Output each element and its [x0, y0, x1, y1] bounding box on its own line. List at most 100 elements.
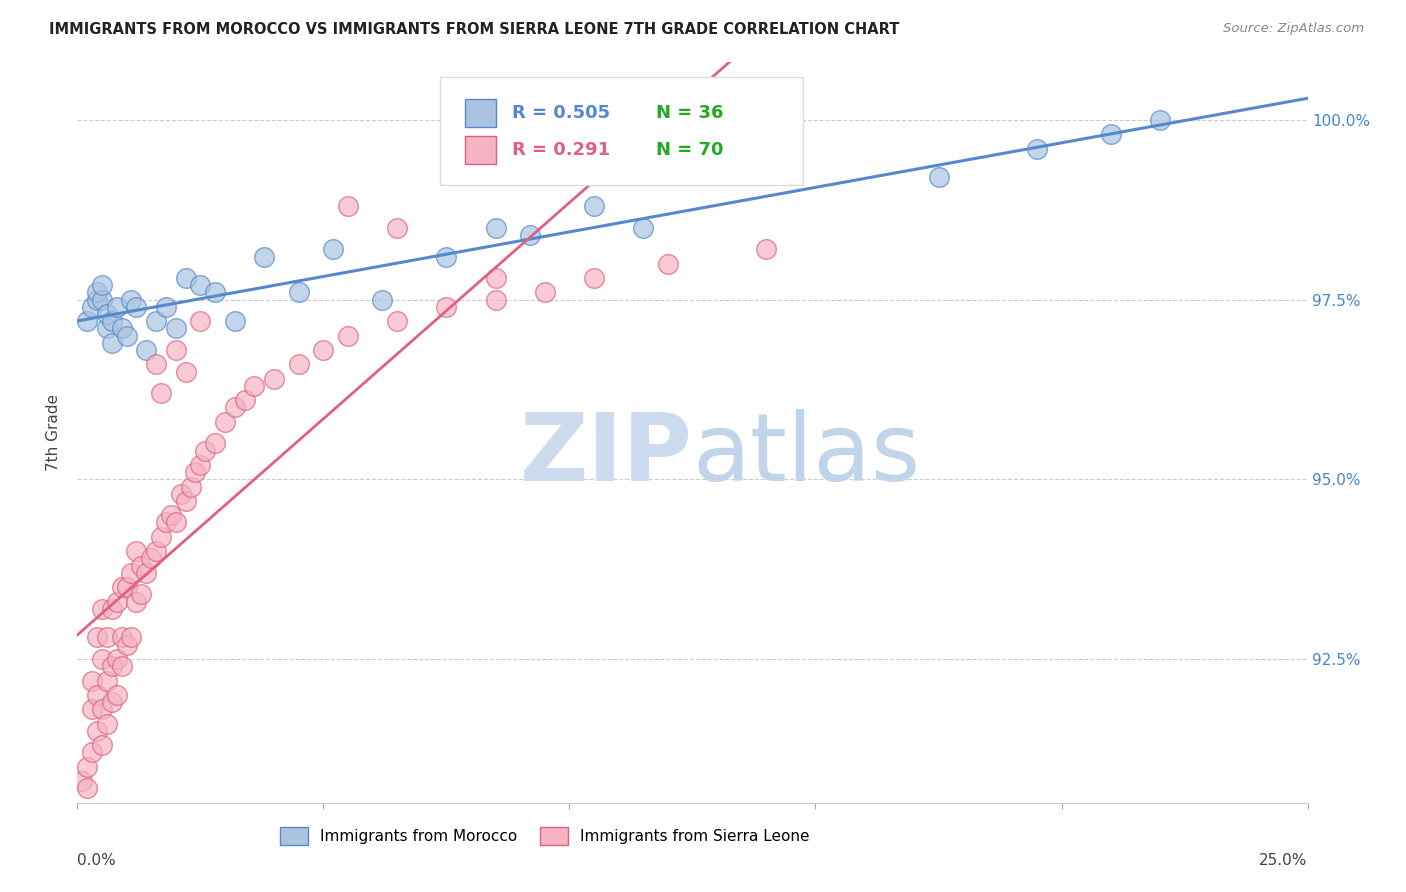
FancyBboxPatch shape: [465, 99, 496, 127]
Point: [121, 631, 143, 645]
Point: [174, 494, 197, 508]
Point: [90, 702, 114, 716]
Text: R = 0.505: R = 0.505: [512, 103, 610, 122]
Point: [86, 688, 108, 702]
Point: [135, 566, 157, 580]
Point: [86, 293, 108, 307]
Text: Source: ZipAtlas.com: Source: ZipAtlas.com: [1223, 22, 1364, 36]
Point: [337, 328, 360, 343]
Point: [170, 486, 193, 500]
Point: [288, 357, 311, 371]
Point: [115, 638, 138, 652]
Point: [125, 594, 148, 608]
Point: [141, 551, 163, 566]
Point: [224, 401, 246, 415]
Point: [312, 343, 335, 357]
Point: [174, 271, 197, 285]
Point: [145, 357, 167, 371]
Text: 0.0%: 0.0%: [77, 853, 117, 868]
Point: [165, 343, 187, 357]
Point: [125, 300, 148, 314]
Point: [385, 314, 409, 328]
Point: [105, 300, 128, 314]
Point: [174, 365, 197, 379]
Point: [96, 321, 118, 335]
Point: [233, 393, 256, 408]
Point: [121, 293, 143, 307]
Point: [194, 443, 217, 458]
Point: [188, 314, 212, 328]
Point: [96, 673, 118, 688]
Point: [180, 479, 202, 493]
Point: [86, 723, 108, 738]
Point: [121, 566, 143, 580]
Point: [90, 652, 114, 666]
Point: [76, 314, 98, 328]
Point: [101, 335, 124, 350]
Point: [101, 695, 124, 709]
Point: [145, 544, 167, 558]
Point: [86, 631, 108, 645]
Point: [111, 580, 132, 594]
Text: IMMIGRANTS FROM MOROCCO VS IMMIGRANTS FROM SIERRA LEONE 7TH GRADE CORRELATION CH: IMMIGRANTS FROM MOROCCO VS IMMIGRANTS FR…: [49, 22, 900, 37]
Point: [115, 580, 138, 594]
Text: 25.0%: 25.0%: [1260, 853, 1308, 868]
Point: [76, 760, 98, 774]
Point: [1099, 128, 1122, 142]
Point: [1026, 142, 1049, 156]
Point: [657, 257, 679, 271]
Point: [436, 250, 458, 264]
Point: [155, 516, 177, 530]
Point: [485, 271, 508, 285]
Point: [105, 652, 128, 666]
Point: [70, 774, 93, 789]
Legend: Immigrants from Morocco, Immigrants from Sierra Leone: Immigrants from Morocco, Immigrants from…: [274, 821, 815, 851]
Text: atlas: atlas: [693, 409, 921, 500]
Point: [96, 716, 118, 731]
Y-axis label: 7th Grade: 7th Grade: [46, 394, 62, 471]
Point: [165, 516, 187, 530]
Point: [145, 314, 167, 328]
Point: [101, 659, 124, 673]
Point: [253, 250, 276, 264]
Point: [165, 321, 187, 335]
Point: [243, 379, 266, 393]
Point: [928, 170, 950, 185]
Point: [82, 746, 104, 760]
Point: [111, 321, 132, 335]
Point: [90, 739, 114, 753]
Point: [485, 293, 508, 307]
Point: [96, 631, 118, 645]
Point: [160, 508, 183, 523]
Point: [371, 293, 394, 307]
Text: N = 36: N = 36: [655, 103, 723, 122]
Text: R = 0.291: R = 0.291: [512, 141, 610, 159]
Point: [96, 307, 118, 321]
Point: [519, 227, 541, 242]
Point: [385, 220, 409, 235]
Text: N = 70: N = 70: [655, 141, 723, 159]
Point: [155, 300, 177, 314]
Point: [204, 436, 226, 450]
Point: [105, 594, 128, 608]
Point: [322, 243, 344, 257]
Point: [115, 328, 138, 343]
Point: [101, 601, 124, 615]
Point: [204, 285, 226, 300]
FancyBboxPatch shape: [465, 136, 496, 164]
Point: [583, 199, 606, 213]
Point: [129, 558, 153, 573]
Point: [337, 199, 360, 213]
Text: ZIP: ZIP: [520, 409, 693, 500]
Point: [82, 300, 104, 314]
Point: [76, 781, 98, 796]
Point: [1149, 112, 1171, 127]
Point: [125, 544, 148, 558]
Point: [101, 314, 124, 328]
Point: [224, 314, 246, 328]
Point: [129, 587, 153, 601]
Point: [633, 220, 655, 235]
Point: [534, 285, 557, 300]
FancyBboxPatch shape: [440, 78, 803, 185]
Point: [263, 372, 285, 386]
